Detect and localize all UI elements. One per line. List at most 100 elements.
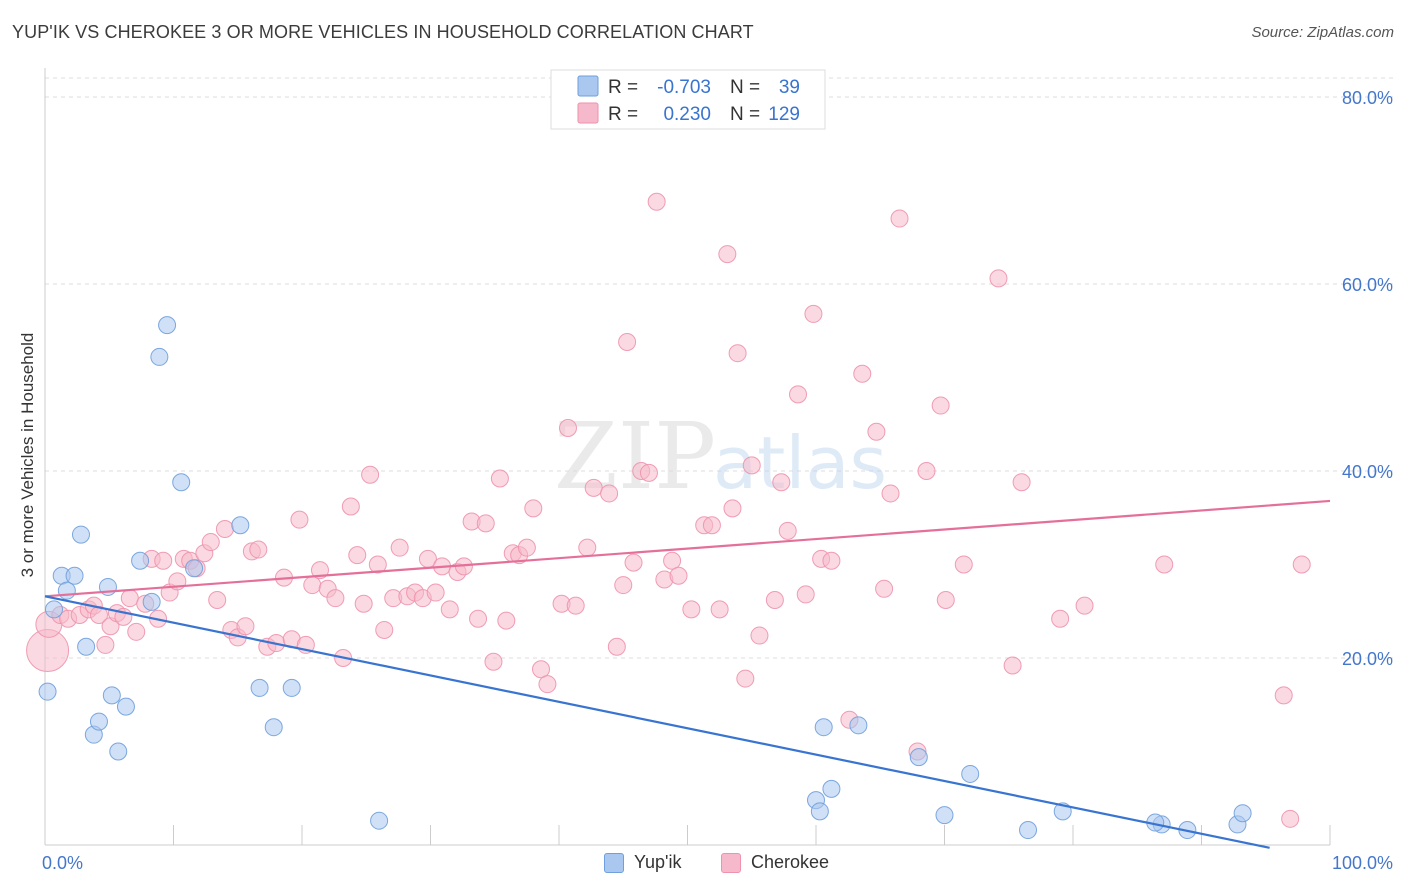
cherokee-point (742, 456, 761, 475)
cherokee-point (881, 484, 900, 503)
legend-n-label-cherokee: N = (730, 104, 760, 125)
cherokee-point (326, 589, 345, 608)
yupik-point (131, 551, 150, 570)
cherokee-point (789, 385, 808, 404)
yupik-point (65, 566, 84, 585)
cherokee-point (127, 622, 146, 641)
cherokee-point (236, 617, 255, 636)
cherokee-point (669, 566, 688, 585)
cherokee-point (875, 579, 894, 598)
yupik-point (250, 678, 269, 697)
axis-layer (44, 68, 1331, 846)
legend-r-value-yupik: -0.703 (657, 77, 711, 98)
y-tick-label: 60.0% (1342, 275, 1393, 295)
cherokee-point (290, 510, 309, 529)
grid-layer (45, 77, 1395, 659)
yupik-swatch (604, 852, 624, 873)
yupik-point (370, 811, 389, 830)
cherokee-point (765, 591, 784, 610)
legend-item-yupik: Yup'ik (604, 852, 681, 873)
cherokee-point (1292, 555, 1311, 574)
yupik-point (57, 581, 76, 600)
legend-r-value-cherokee: 0.230 (663, 104, 711, 125)
legend-n-label-yupik: N = (730, 77, 760, 98)
source-label: Source: ZipAtlas.com (1251, 24, 1394, 41)
cherokee-point (201, 533, 220, 552)
cherokee-point (490, 469, 509, 488)
series-legend: Yup'ik Cherokee (0, 852, 1406, 878)
legend-label-yupik: Yup'ik (634, 852, 682, 872)
legend-item-cherokee: Cherokee (721, 852, 829, 873)
x-tick-label: 0.0% (42, 853, 83, 873)
cherokee-point (728, 344, 747, 363)
yupik-point (264, 718, 283, 737)
cherokee-point (723, 499, 742, 518)
cherokee-point (853, 364, 872, 383)
cherokee-point (702, 516, 721, 535)
cherokee-point (1003, 656, 1022, 675)
y-tick-label: 80.0% (1342, 88, 1393, 108)
cherokee-point (310, 561, 329, 580)
cherokee-point (1012, 473, 1031, 492)
cherokee-point (778, 521, 797, 540)
yupik-point (814, 718, 833, 737)
yupik-point (44, 600, 63, 619)
cherokee-point (989, 269, 1008, 288)
cherokee-point (663, 551, 682, 570)
chart-title: YUP'IK VS CHEROKEE 3 OR MORE VEHICLES IN… (12, 22, 754, 42)
cherokee-swatch (721, 852, 741, 873)
cherokee-point (440, 600, 459, 619)
yupik-point (158, 316, 177, 335)
yupik-point (810, 802, 829, 821)
cherokee-point (517, 538, 536, 557)
y-tick-label: 20.0% (1342, 649, 1393, 669)
yupik-point (150, 347, 169, 366)
watermark: ZIP atlas (554, 403, 887, 510)
cherokee-point (822, 551, 841, 570)
cherokee-point (578, 538, 597, 557)
cherokee-point (682, 600, 701, 619)
yupik-point (89, 712, 108, 731)
cherokee-point (750, 626, 769, 645)
legend-swatch-cherokee (577, 102, 599, 124)
cherokee-point (566, 596, 585, 615)
yupik-point (1019, 821, 1038, 840)
cherokee-point (804, 304, 823, 323)
cherokee-point (215, 519, 234, 538)
cherokee-point (710, 600, 729, 619)
yupik-point (185, 559, 204, 578)
yupik-point (282, 678, 301, 697)
cherokee-point (341, 497, 360, 516)
yupik-point (1233, 804, 1252, 823)
x-tick-label: 100.0% (1332, 853, 1393, 873)
cherokee-point (1051, 609, 1070, 628)
legend-swatch-yupik (577, 75, 599, 97)
cherokee-point (390, 538, 409, 557)
cherokee-point (303, 576, 322, 595)
yupik-point (102, 686, 121, 705)
cherokee-point (607, 637, 626, 656)
yupik-point (909, 748, 928, 767)
trend-lines (44, 499, 1331, 849)
cherokee-point (524, 499, 543, 518)
cherokee-point (614, 576, 633, 595)
cherokee-point (249, 540, 268, 559)
legend-r-label-yupik: R = (608, 77, 638, 98)
legend-r-label-cherokee: R = (608, 104, 638, 125)
cherokee-point (1274, 686, 1293, 705)
legend-n-value-yupik: 39 (779, 77, 800, 98)
watermark-zip: ZIP (554, 403, 716, 510)
yupik-point (822, 779, 841, 798)
yupik-point (142, 592, 161, 611)
yupik-point (935, 806, 954, 825)
cherokee-point (618, 332, 637, 351)
cherokee-point (890, 209, 909, 228)
legend-n-value-cherokee: 129 (768, 104, 800, 125)
yupik-point (231, 516, 250, 535)
yupik-point (38, 682, 57, 701)
yupik-point (71, 525, 90, 544)
correlation-legend: R = -0.703 N = 39 R = 0.230 N = 129 (550, 69, 826, 130)
cherokee-point (558, 418, 577, 437)
y-tick-label: 40.0% (1342, 462, 1393, 482)
cherokee-point (931, 396, 950, 415)
